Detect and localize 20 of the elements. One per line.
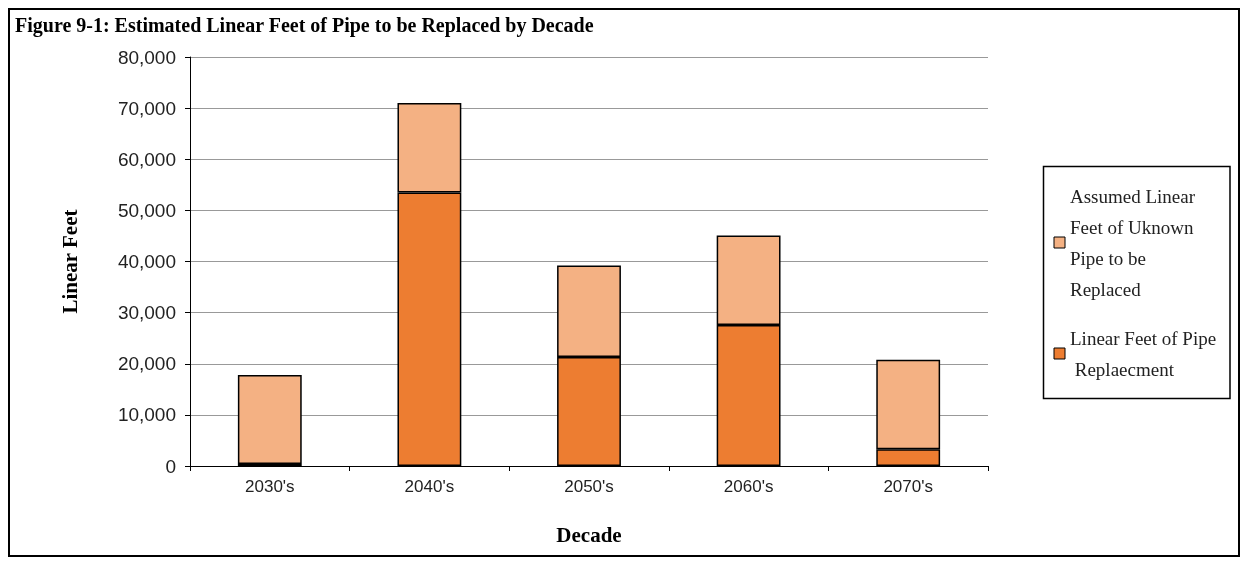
y-tick-label: 10,000 (117, 404, 176, 426)
legend-label: Assumed Linear Feet of Uknown Pipe to be Replaced (1070, 185, 1200, 300)
x-tick-label: 2050's (564, 477, 614, 496)
x-tick-label: 2030's (245, 477, 295, 496)
y-tick-label: 70,000 (117, 97, 176, 119)
y-tick-label: 0 (165, 455, 176, 477)
y-tick-label: 20,000 (117, 353, 176, 375)
x-axis-title: Decade (556, 522, 622, 547)
y-tick-label: 50,000 (117, 199, 176, 221)
y-tick-label: 80,000 (117, 46, 176, 68)
x-tick-label: 2040's (404, 477, 455, 496)
y-axis-title: Linear Feet (57, 209, 82, 314)
y-tick-label: 30,000 (117, 302, 176, 324)
y-tick-label: 40,000 (117, 251, 176, 272)
y-tick-label: 60,000 (117, 148, 176, 170)
x-tick-label: 2070's (883, 477, 933, 496)
bar (237, 375, 302, 464)
x-tick-label: 2060's (723, 477, 774, 496)
legend-label: Linear Feet of Pipe Replaecment (1070, 327, 1217, 380)
chart-title: Figure 9-1: Estimated Linear Feet of Pipe to be Replaced by Decade (15, 14, 594, 37)
